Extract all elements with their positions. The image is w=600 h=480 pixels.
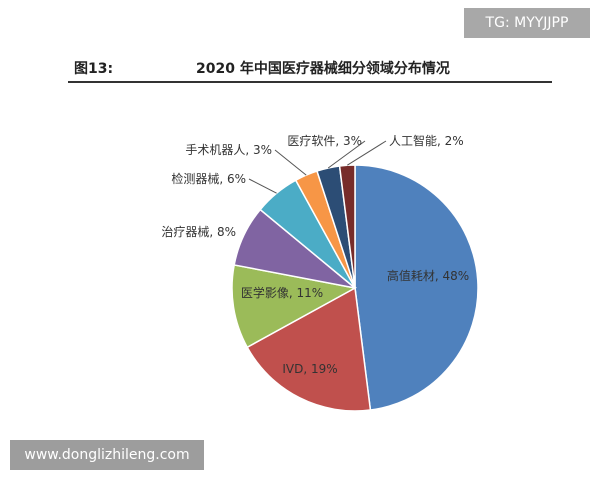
figure-title: 2020 年中国医疗器械细分领域分布情况	[196, 61, 450, 77]
slice-label-1: 高值耗材, 48%	[387, 268, 469, 283]
pie-slice-3	[231, 264, 358, 349]
pie-slice-8	[338, 164, 356, 289]
watermark-bottom: www.donglizhileng.com	[10, 440, 204, 470]
slice-label-5: 检测器械, 6%	[171, 171, 246, 186]
leader-line-6	[274, 149, 307, 176]
pie-slice-2	[246, 286, 372, 412]
figure-header: 图13: 2020 年中国医疗器械细分领域分布情况	[68, 55, 552, 83]
pie-slice-1	[354, 164, 479, 411]
slice-label-6: 手术机器人, 3%	[185, 143, 272, 157]
leader-line-8	[347, 140, 387, 166]
leader-line-5	[248, 178, 277, 194]
figure-label: 图13:	[74, 61, 114, 77]
watermark-top: TG: MYYJJPP	[464, 8, 590, 38]
slice-label-7: 医疗软件, 3%	[287, 134, 362, 148]
leader-line-7	[327, 140, 366, 169]
slice-label-3: 医学影像, 11%	[241, 285, 323, 300]
slice-label-4: 治疗器械, 8%	[161, 224, 236, 239]
slice-label-2: IVD, 19%	[282, 362, 337, 376]
slice-label-8: 人工智能, 2%	[389, 133, 464, 148]
